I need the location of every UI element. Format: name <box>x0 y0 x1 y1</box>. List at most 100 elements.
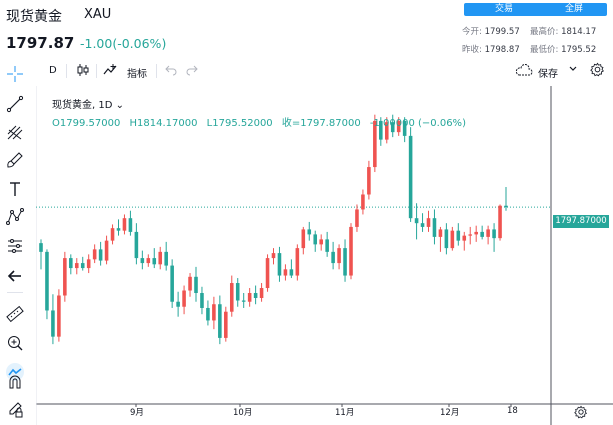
candle-body <box>200 293 204 308</box>
x-tick-label: 10月 <box>233 408 253 418</box>
candle-body <box>86 259 91 269</box>
candle-body <box>235 283 240 301</box>
candle-body <box>289 269 294 276</box>
candle-body <box>80 263 85 269</box>
candle-body <box>498 205 502 239</box>
pitchfork-icon[interactable] <box>5 122 25 142</box>
toolbar-divider <box>156 64 157 78</box>
x-tick-label: 11月 <box>335 408 355 418</box>
chart-pane[interactable] <box>36 86 613 425</box>
candle-body <box>337 248 341 264</box>
prev-close-value: 1798.87 <box>484 45 520 55</box>
indicators-icon[interactable] <box>103 63 117 80</box>
candle-body <box>259 288 264 298</box>
fullscreen-button[interactable]: 全屏 <box>541 3 607 16</box>
candle-body <box>92 249 97 260</box>
candle-body <box>295 248 300 276</box>
axis-settings-gear-icon[interactable] <box>574 404 588 419</box>
low-value: 1795.52 <box>561 45 597 55</box>
candle-body <box>307 229 312 235</box>
cloud-icon[interactable] <box>515 64 533 79</box>
legend-high: H1814.17000 <box>129 118 198 129</box>
candle-body <box>140 258 145 264</box>
candlestick-icon[interactable] <box>76 63 90 80</box>
open-stat: 今开: 1799.57 <box>462 25 520 37</box>
prev-close-stat: 昨收: 1798.87 <box>462 43 520 55</box>
candle-body <box>277 253 282 276</box>
candle-body <box>224 311 228 338</box>
candle-body <box>331 251 335 264</box>
chevron-down-icon[interactable] <box>568 64 578 77</box>
candle-body <box>504 205 508 208</box>
candle-body <box>384 122 389 140</box>
forecast-icon[interactable] <box>5 236 25 256</box>
candle-body <box>98 249 103 261</box>
legend-change: -1.00000 (−0.06%) <box>369 118 466 129</box>
magnet-icon[interactable] <box>5 372 25 392</box>
candle-body <box>349 226 353 276</box>
candle-body <box>170 265 174 302</box>
open-label: 今开: <box>462 27 482 37</box>
x-tick-label: 18 <box>507 406 518 416</box>
candle-body <box>432 218 437 237</box>
lock-drawing-icon[interactable] <box>5 400 25 420</box>
candle-body <box>265 258 270 289</box>
candle-body <box>379 120 383 140</box>
candle-body <box>116 228 121 231</box>
candle-body <box>229 283 234 312</box>
pattern-icon[interactable] <box>5 207 25 227</box>
candle-body <box>319 239 323 245</box>
instrument-symbol: XAU <box>84 7 112 22</box>
quote-header: 现货黄金 XAU 1797.87 -1.00(-0.06%) 交易 全屏 今开:… <box>0 0 613 58</box>
candle-body <box>104 240 109 261</box>
trade-button[interactable]: 交易 <box>464 3 544 16</box>
candle-body <box>373 120 377 168</box>
candle-body <box>69 258 73 269</box>
settings-gear-icon[interactable] <box>590 62 605 80</box>
zoom-in-icon[interactable] <box>5 333 25 353</box>
toolbar-divider <box>7 292 23 293</box>
toolbar-divider <box>66 64 67 78</box>
candle-body <box>74 263 79 269</box>
ruler-icon[interactable] <box>5 304 25 324</box>
candle-body <box>390 122 395 133</box>
save-button[interactable]: 保存 <box>538 69 558 80</box>
candle-body <box>402 120 407 136</box>
candle-body <box>39 243 43 252</box>
candle-body <box>492 229 496 239</box>
candle-body <box>158 251 163 265</box>
candle-body <box>176 301 180 307</box>
candle-body <box>241 300 246 302</box>
legend-close: 收=1797.87000 <box>281 118 361 129</box>
candle-body <box>414 218 419 224</box>
last-price-tag: 1797.87000 <box>553 215 609 228</box>
x-tick-label: 9月 <box>130 408 144 418</box>
low-stat: 最低价: 1795.52 <box>530 43 596 55</box>
low-label: 最低价: <box>530 45 559 55</box>
prev-close-label: 昨收: <box>462 45 482 55</box>
instrument-title: 现货黄金 <box>6 9 62 25</box>
candle-body <box>271 253 276 259</box>
candlestick-chart[interactable] <box>36 86 613 425</box>
candle-body <box>361 194 365 210</box>
high-value: 1814.17 <box>561 27 597 37</box>
indicators-button[interactable]: 指标 <box>127 69 147 80</box>
brush-icon[interactable] <box>5 150 25 170</box>
candle-body <box>462 235 467 241</box>
redo-icon[interactable] <box>186 64 198 79</box>
candle-body <box>51 310 55 337</box>
candle-body <box>450 230 455 249</box>
text-tool-icon[interactable] <box>5 179 25 199</box>
trend-line-icon[interactable] <box>5 94 25 114</box>
back-arrow-icon[interactable] <box>5 266 25 286</box>
candle-body <box>206 307 210 321</box>
candle-body <box>313 234 318 245</box>
candle-body <box>420 223 425 227</box>
crosshair-icon[interactable] <box>5 64 25 84</box>
legend-low: L1795.52000 <box>206 118 273 129</box>
toolbar-divider <box>96 64 97 78</box>
chevron-down-icon[interactable]: ⌄ <box>115 100 124 111</box>
chart-logo-icon[interactable] <box>5 362 25 382</box>
interval-selector[interactable]: D <box>49 65 57 76</box>
undo-icon[interactable] <box>165 64 177 79</box>
